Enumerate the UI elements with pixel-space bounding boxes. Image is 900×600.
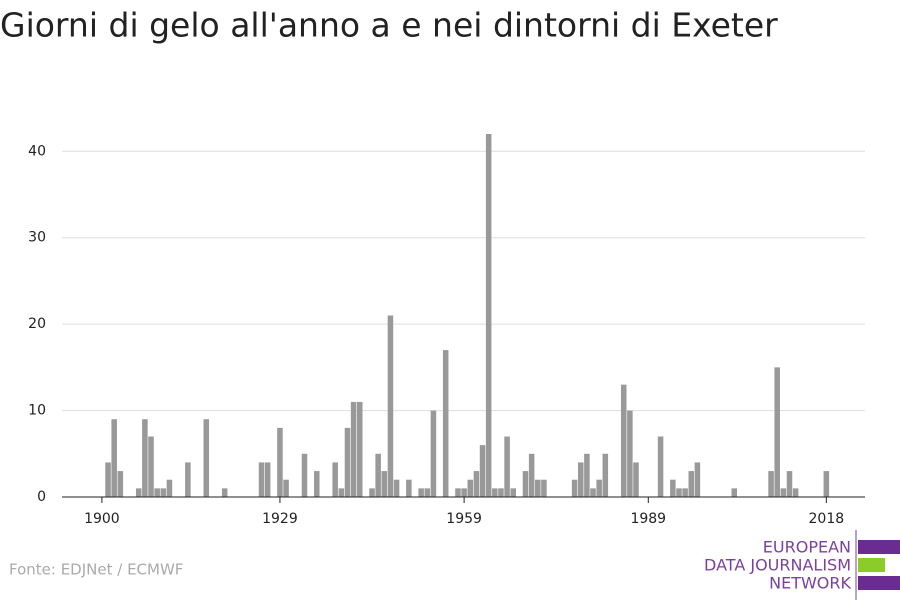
bar — [528, 453, 535, 497]
bar — [111, 419, 117, 497]
bar — [774, 367, 780, 497]
bar — [264, 462, 271, 497]
y-tick-label: 0 — [37, 489, 46, 505]
bar — [620, 384, 627, 497]
bar — [584, 453, 590, 497]
bar — [387, 315, 394, 497]
source: Fonte: EDJNet / ECMWF — [9, 561, 183, 579]
bar — [596, 479, 602, 497]
bar — [479, 445, 486, 497]
bar — [633, 462, 639, 497]
bar — [203, 419, 210, 497]
bar — [301, 453, 308, 497]
bar — [117, 471, 124, 497]
bar — [498, 488, 504, 497]
bar — [154, 488, 160, 497]
bar — [682, 488, 688, 497]
bar — [694, 462, 701, 497]
bar — [166, 479, 173, 497]
bar — [105, 462, 111, 497]
y-tick-label: 40 — [28, 143, 46, 159]
logo-text: DATA JOURNALISM — [704, 556, 851, 575]
bar — [258, 462, 265, 497]
bar — [455, 488, 461, 497]
bar — [142, 419, 148, 497]
bar — [375, 453, 381, 497]
bar — [381, 471, 388, 497]
bar — [522, 471, 529, 497]
logo-text: NETWORK — [769, 574, 851, 593]
y-tick-label: 20 — [28, 316, 46, 332]
bar — [473, 471, 480, 497]
bar — [602, 453, 609, 497]
bar — [442, 350, 449, 497]
bar — [786, 471, 793, 497]
bar — [393, 479, 400, 497]
bar — [510, 488, 516, 497]
logo-bar — [858, 558, 885, 572]
bar — [406, 479, 412, 497]
x-tick-label: 2018 — [809, 511, 845, 527]
bar — [148, 436, 154, 497]
logo-text: EUROPEAN — [763, 538, 851, 557]
bar — [688, 471, 695, 497]
bar — [185, 462, 191, 497]
x-tick-label: 1900 — [84, 511, 120, 527]
bar — [577, 462, 584, 497]
bar — [504, 436, 510, 497]
bar — [590, 488, 596, 497]
y-tick-label: 10 — [28, 403, 46, 419]
bar — [780, 488, 787, 497]
x-tick-label: 1929 — [262, 511, 298, 527]
bar — [356, 401, 363, 497]
bar — [467, 479, 474, 497]
chart-title: Giorni di gelo all'anno a e nei dintorni… — [0, 6, 778, 45]
logo-bar — [858, 576, 900, 590]
bar — [823, 471, 830, 497]
bar — [430, 410, 437, 497]
bar — [492, 488, 498, 497]
bar — [670, 479, 676, 497]
bar — [676, 488, 682, 497]
logo-bar — [858, 540, 900, 554]
bar — [283, 479, 289, 497]
bar — [332, 462, 338, 497]
bar — [792, 488, 799, 497]
bar — [344, 427, 351, 497]
bar — [571, 479, 578, 497]
bar — [338, 488, 345, 497]
bar — [768, 471, 774, 497]
x-tick-label: 1989 — [630, 511, 666, 527]
bar — [461, 488, 467, 497]
bar — [369, 488, 375, 497]
bar — [424, 488, 431, 497]
bar — [535, 479, 541, 497]
bar — [627, 410, 633, 497]
bar — [485, 134, 492, 497]
bar — [541, 479, 547, 497]
bar — [277, 427, 283, 497]
bar — [731, 488, 737, 497]
bar — [657, 436, 664, 497]
x-tick-label: 1959 — [446, 511, 482, 527]
bar — [135, 488, 142, 497]
bar — [418, 488, 424, 497]
bar — [350, 401, 357, 497]
bar — [314, 471, 320, 497]
bar — [160, 488, 167, 497]
y-tick-label: 30 — [28, 230, 46, 246]
bar — [221, 488, 228, 497]
